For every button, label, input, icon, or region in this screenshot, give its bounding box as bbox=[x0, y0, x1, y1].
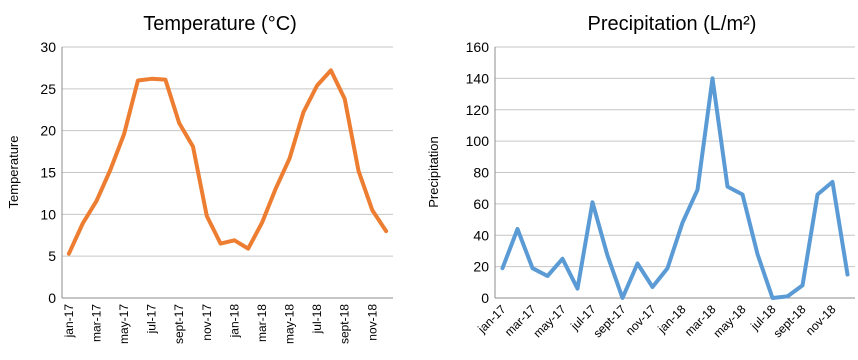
temperature-x-tick-label: sept-17 bbox=[172, 304, 186, 344]
precipitation-y-tick-label: 140 bbox=[466, 70, 490, 86]
temperature-x-tick-label: jul-17 bbox=[145, 304, 159, 335]
temperature-x-tick-label: jul-18 bbox=[310, 304, 324, 335]
precipitation-y-tick-label: 100 bbox=[466, 133, 490, 149]
temperature-title: Temperature (°C) bbox=[143, 13, 297, 35]
precipitation-x-tick-label: sept-17 bbox=[590, 302, 628, 340]
temperature-x-tick-label: jan-17 bbox=[62, 304, 76, 339]
precipitation-y-tick-label: 40 bbox=[473, 227, 489, 243]
precipitation-y-tick-label: 0 bbox=[481, 290, 489, 306]
precipitation-x-tick-label: may-17 bbox=[530, 302, 568, 340]
precipitation-x-tick-label: may-18 bbox=[710, 302, 748, 340]
temperature-x-tick-label: nov-18 bbox=[365, 304, 379, 341]
temperature-y-tick-label: 20 bbox=[40, 123, 56, 139]
temperature-series-line bbox=[66, 68, 389, 256]
temperature-y-tick-label: 0 bbox=[48, 290, 56, 306]
temperature-x-tick-label: may-18 bbox=[283, 304, 297, 344]
precipitation-y-tick-label: 160 bbox=[466, 39, 490, 55]
precipitation-series-line bbox=[500, 76, 850, 300]
temperature-y-tick-label: 25 bbox=[40, 81, 56, 97]
temperature-x-tick-label: may-17 bbox=[117, 304, 131, 344]
temperature-x-tick-label: mar-17 bbox=[89, 304, 103, 342]
temperature-y-tick-label: 30 bbox=[40, 39, 56, 55]
temperature-chart: Temperature (°C) Temperature 0 5 10 15 20 25 30 j… bbox=[6, 13, 393, 344]
precipitation-x-tick-label: sept-18 bbox=[770, 302, 808, 340]
precipitation-y-tick-label: 80 bbox=[473, 165, 489, 181]
temperature-x-tick-label: mar-18 bbox=[255, 304, 269, 342]
precipitation-y-tick-label: 120 bbox=[466, 102, 490, 118]
temperature-x-tick-label: jan-18 bbox=[227, 304, 241, 339]
precipitation-y-tick-label: 20 bbox=[473, 259, 489, 275]
precipitation-x-tick-label: nov-17 bbox=[623, 302, 659, 338]
precipitation-y-tick-label: 60 bbox=[473, 196, 489, 212]
precipitation-chart: Precipitation (L/m²) Precipitation 0 20 40 60… bbox=[426, 13, 855, 340]
precipitation-y-axis-label: Precipitation bbox=[426, 136, 441, 208]
temperature-y-axis-label: Temperature bbox=[6, 136, 21, 209]
precipitation-title: Precipitation (L/m²) bbox=[588, 13, 757, 35]
temperature-y-tick-label: 5 bbox=[48, 248, 56, 264]
temperature-x-tick-label: sept-18 bbox=[338, 304, 352, 344]
precipitation-x-tick-label: nov-18 bbox=[803, 302, 839, 338]
temperature-x-tick-label: nov-17 bbox=[200, 304, 214, 341]
temperature-y-tick-label: 10 bbox=[40, 206, 56, 222]
temperature-y-tick-label: 15 bbox=[40, 165, 56, 181]
